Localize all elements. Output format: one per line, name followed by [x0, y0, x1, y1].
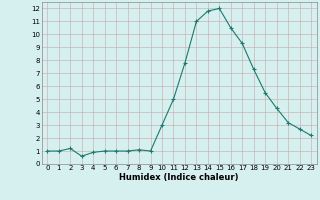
X-axis label: Humidex (Indice chaleur): Humidex (Indice chaleur) [119, 173, 239, 182]
